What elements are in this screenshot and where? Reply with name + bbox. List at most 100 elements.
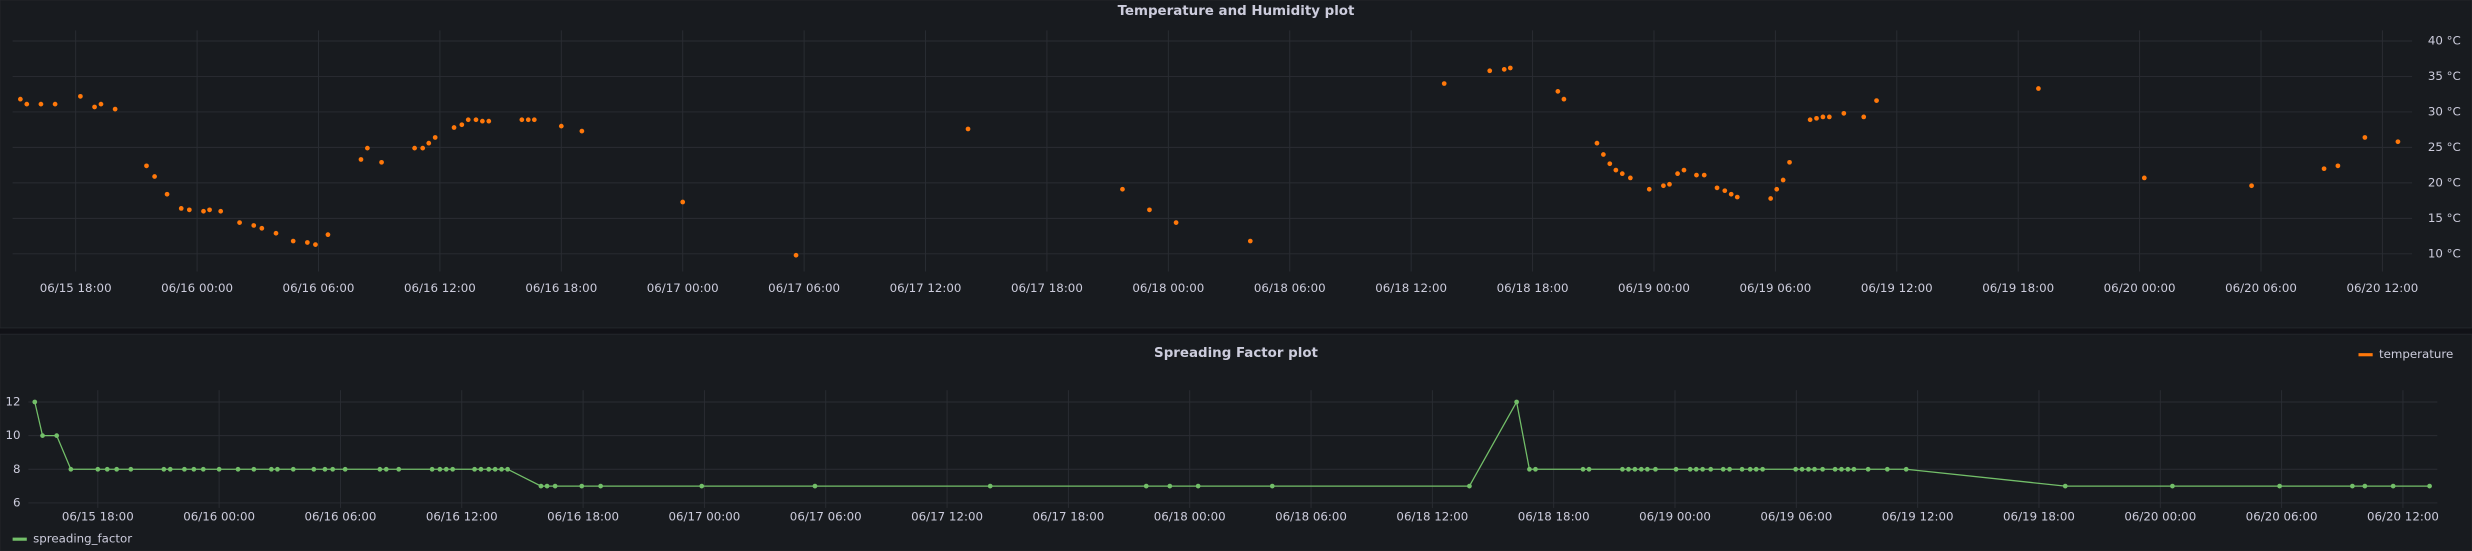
data-point — [558, 123, 564, 129]
data-point — [167, 466, 173, 472]
data-point — [552, 483, 558, 489]
data-point — [443, 466, 449, 472]
data-point — [432, 135, 438, 140]
x-tick-label: 06/19 12:00 — [1882, 510, 1954, 524]
x-tick-label: 06/20 12:00 — [2346, 281, 2418, 295]
data-point — [1646, 186, 1652, 192]
data-point — [235, 466, 241, 472]
data-point — [273, 230, 279, 236]
data-point — [268, 466, 274, 472]
data-point — [505, 466, 510, 472]
data-point — [1832, 466, 1838, 472]
data-point — [1753, 466, 1759, 472]
legend-label: spreading_factor — [33, 532, 132, 546]
data-point — [38, 101, 44, 107]
data-point — [24, 101, 30, 107]
data-point — [128, 466, 134, 472]
data-point — [499, 466, 504, 472]
data-point — [1687, 466, 1693, 472]
data-point — [365, 145, 370, 151]
data-point — [1619, 171, 1625, 177]
x-tick-label: 06/20 00:00 — [2104, 281, 2176, 295]
y-tick-label: 10 °C — [2428, 246, 2461, 260]
y-tick-label: 6 — [13, 495, 21, 509]
y-tick-label: 35 °C — [2428, 69, 2461, 83]
data-point — [1195, 483, 1201, 489]
x-tick-label: 06/17 06:00 — [790, 510, 862, 524]
x-tick-label: 06/19 06:00 — [1739, 281, 1811, 295]
data-point — [98, 101, 104, 107]
data-point — [2277, 483, 2282, 489]
panel-title: Temperature and Humidity plot — [1118, 4, 1355, 19]
data-point — [52, 101, 58, 107]
data-point — [1501, 67, 1507, 72]
data-point — [1147, 207, 1152, 213]
data-point — [459, 122, 465, 128]
x-tick-label: 06/15 18:00 — [40, 281, 112, 295]
data-point — [2350, 483, 2355, 489]
y-tick-label: 30 °C — [2428, 104, 2461, 118]
data-point — [290, 466, 296, 472]
data-point — [1580, 466, 1586, 472]
data-point — [1653, 466, 1658, 472]
data-point — [1851, 466, 1857, 472]
data-point — [598, 483, 603, 489]
data-point — [2036, 86, 2041, 91]
data-point — [1722, 188, 1728, 194]
x-tick-label: 06/16 18:00 — [525, 281, 597, 295]
legend-label: temperature — [2379, 347, 2453, 361]
data-point — [793, 252, 799, 258]
data-point — [426, 140, 432, 146]
data-point — [1173, 220, 1179, 225]
x-tick-label: 06/18 06:00 — [1275, 510, 1347, 524]
data-point — [186, 207, 192, 213]
data-point — [1734, 194, 1740, 200]
data-point — [519, 117, 525, 123]
data-point — [1638, 466, 1644, 472]
data-point — [450, 466, 456, 472]
data-point — [1793, 466, 1799, 472]
data-point — [1626, 466, 1631, 472]
data-point — [465, 117, 471, 123]
panel-spreading-factor — [0, 333, 2472, 551]
data-point — [32, 399, 38, 405]
data-point — [1799, 466, 1805, 472]
panel-title: Spreading Factor plot — [1154, 346, 1318, 361]
data-point — [812, 483, 818, 489]
data-point — [1839, 466, 1844, 472]
x-tick-label: 06/19 00:00 — [1618, 281, 1690, 295]
data-point — [1787, 159, 1792, 165]
data-point — [1841, 110, 1847, 116]
data-point — [2362, 483, 2368, 489]
data-point — [290, 238, 296, 244]
y-tick-label: 12 — [5, 394, 20, 408]
data-point — [531, 117, 537, 123]
data-point — [486, 466, 492, 472]
x-tick-label: 06/19 18:00 — [1982, 281, 2054, 295]
data-point — [304, 240, 310, 245]
data-point — [579, 483, 585, 489]
x-tick-label: 06/16 12:00 — [426, 510, 498, 524]
data-point — [680, 199, 686, 205]
data-point — [92, 104, 97, 110]
data-point — [1861, 114, 1867, 120]
data-point — [451, 125, 457, 130]
data-point — [325, 232, 331, 238]
data-point — [1700, 466, 1706, 472]
x-tick-label: 06/17 00:00 — [668, 510, 740, 524]
data-point — [1645, 466, 1650, 472]
data-point — [54, 433, 60, 438]
data-point — [1780, 177, 1786, 183]
x-tick-label: 06/17 06:00 — [768, 281, 840, 295]
data-point — [1720, 466, 1726, 472]
data-point — [40, 433, 45, 438]
x-tick-label: 06/20 06:00 — [2246, 510, 2318, 524]
data-point — [1555, 88, 1561, 94]
data-point — [1768, 196, 1774, 201]
data-point — [1627, 175, 1633, 181]
data-point — [486, 118, 492, 124]
data-point — [1874, 98, 1879, 103]
data-point — [161, 466, 167, 472]
data-point — [379, 159, 384, 165]
data-point — [330, 466, 336, 472]
